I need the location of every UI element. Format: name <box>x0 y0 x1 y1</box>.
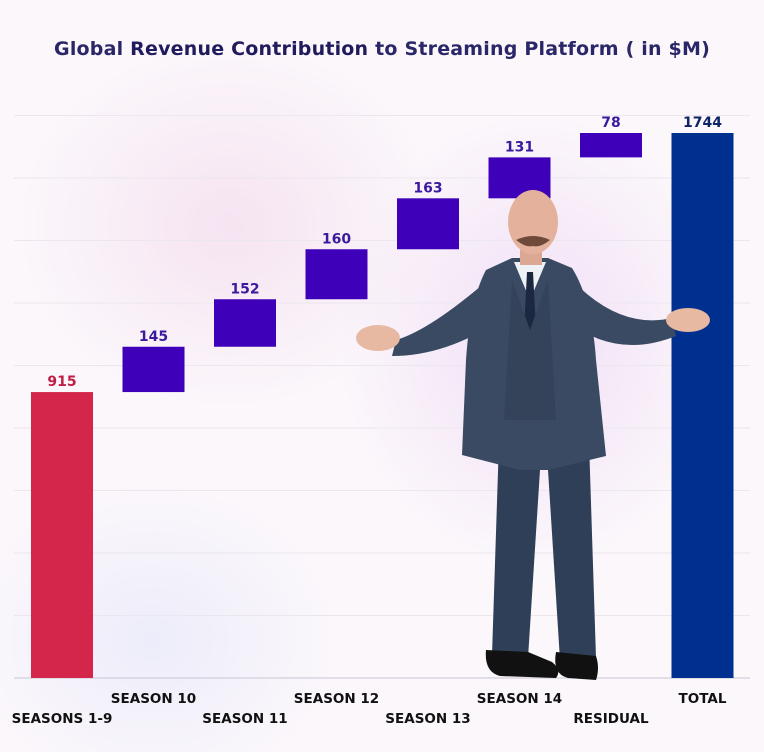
category-label: TOTAL <box>679 691 727 707</box>
bar-season-12 <box>305 249 368 300</box>
value-label: 915 <box>47 374 76 390</box>
category-label: SEASON 12 <box>294 691 379 707</box>
category-label: SEASONS 1-9 <box>12 711 113 727</box>
category-label: SEASON 11 <box>202 711 287 727</box>
value-label: 152 <box>230 281 259 297</box>
value-label: 1744 <box>683 115 722 131</box>
bar-residual <box>580 133 642 158</box>
category-label: SEASON 10 <box>111 691 196 707</box>
value-label: 78 <box>601 115 620 131</box>
bar-season-11 <box>214 299 276 347</box>
category-labels: SEASONS 1-9 SEASON 10 SEASON 11 SEASON 12 SE… <box>12 691 727 727</box>
value-label: 145 <box>139 329 168 345</box>
value-label: 163 <box>413 180 442 196</box>
chart-title: Global Revenue Contribution to Streaming… <box>0 38 764 60</box>
bars <box>31 133 734 678</box>
bar-season-13 <box>397 198 459 250</box>
value-label: 160 <box>322 231 351 247</box>
presenter-figure <box>356 190 710 680</box>
category-label: SEASON 14 <box>477 691 562 707</box>
title-prefix: Global <box>54 38 131 60</box>
category-label: SEASON 13 <box>385 711 470 727</box>
category-label: RESIDUAL <box>573 711 649 727</box>
bar-seasons-1-9 <box>31 392 93 678</box>
value-labels: 915 145 152 160 163 131 78 1744 <box>47 115 722 390</box>
value-label: 131 <box>505 139 534 155</box>
bar-season-10 <box>122 346 185 393</box>
title-bold: Revenue Contribution <box>130 38 369 60</box>
bar-total <box>671 133 734 678</box>
gridlines <box>14 115 750 679</box>
title-suffix: to Streaming Platform ( in $M) <box>368 38 710 60</box>
